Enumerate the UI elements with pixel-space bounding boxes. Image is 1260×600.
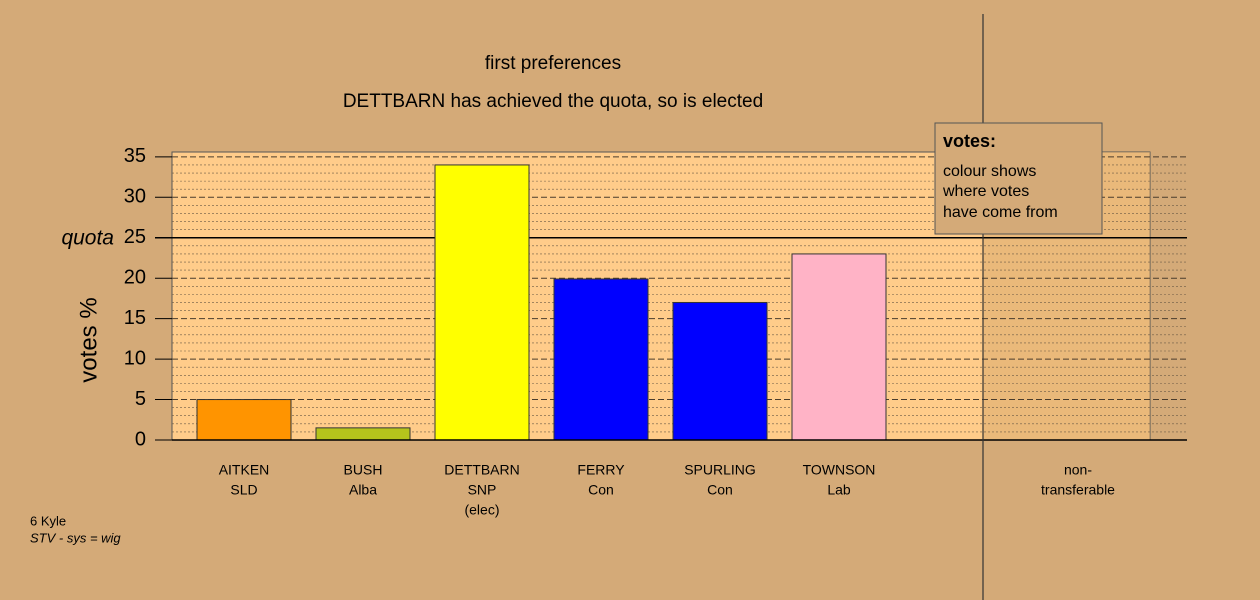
y-tick-label: 10 bbox=[124, 347, 146, 369]
legend-box bbox=[934, 122, 1103, 235]
bar bbox=[553, 278, 649, 441]
x-tick-label: (elec) bbox=[464, 502, 499, 518]
y-tick-label: 35 bbox=[124, 145, 146, 167]
x-tick-label: non- bbox=[1064, 462, 1092, 478]
y-tick-label: 15 bbox=[124, 307, 146, 329]
bar bbox=[672, 301, 768, 441]
x-tick-label: TOWNSON bbox=[803, 462, 876, 478]
y-tick-label: 0 bbox=[135, 428, 146, 450]
y-tick-label: 20 bbox=[124, 266, 146, 288]
x-tick-label: Con bbox=[588, 482, 614, 498]
x-tick-label: Con bbox=[707, 482, 733, 498]
x-tick-label: Lab bbox=[827, 482, 851, 498]
bar bbox=[315, 427, 411, 441]
bar bbox=[791, 253, 887, 441]
x-tick-label: AITKEN bbox=[219, 462, 270, 478]
x-tick-label: transferable bbox=[1041, 482, 1115, 498]
y-axis-label: votes % bbox=[75, 297, 102, 382]
legend-text: colour shows bbox=[943, 163, 1036, 180]
chart-subtitle: DETTBARN has achieved the quota, so is e… bbox=[343, 91, 763, 112]
bar bbox=[434, 164, 530, 441]
y-tick-label: 30 bbox=[124, 186, 146, 208]
legend-text: have come from bbox=[943, 204, 1058, 221]
x-tick-label: Alba bbox=[349, 482, 377, 498]
plot: 0 5 10 15 20 25 30 35 quota AITKEN SLD BUSH Alba DETT… bbox=[61, 145, 1187, 518]
footer: STV - sys = wig bbox=[30, 530, 121, 545]
y-tick-label: 5 bbox=[135, 388, 146, 410]
legend-title: votes: bbox=[943, 131, 996, 151]
y-tick-label: 25 bbox=[124, 226, 146, 248]
x-tick-label: SPURLING bbox=[684, 462, 756, 478]
x-tick-label: SNP bbox=[468, 482, 497, 498]
x-tick-label: BUSH bbox=[344, 462, 383, 478]
x-tick-label: SLD bbox=[230, 482, 257, 498]
x-tick-label: DETTBARN bbox=[444, 462, 519, 478]
bar bbox=[196, 399, 292, 441]
footer: 6 Kyle bbox=[30, 513, 66, 528]
legend-text: where votes bbox=[942, 183, 1029, 200]
quota-label: quota bbox=[61, 226, 114, 249]
chart-title: first preferences bbox=[485, 53, 621, 74]
x-tick-label: FERRY bbox=[577, 462, 625, 478]
